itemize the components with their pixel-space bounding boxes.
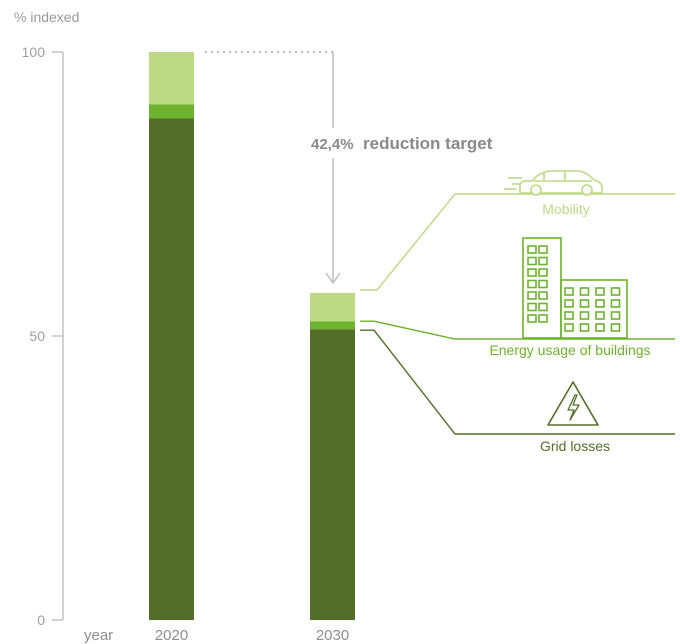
leader-grid-losses [360, 329, 675, 435]
bar-2020-energy-usage-of-buildings [149, 104, 194, 119]
y-tick-label: 0 [37, 612, 45, 628]
window [538, 256, 548, 266]
window [564, 311, 574, 320]
window [527, 245, 537, 254]
window [564, 299, 574, 308]
y-ticks: 0 50 100 [22, 44, 63, 628]
x-labels: 2020 2030 [155, 627, 349, 644]
window [564, 287, 574, 296]
window [538, 268, 548, 277]
bars [149, 52, 355, 621]
leader-mobility [360, 193, 675, 291]
bar-2020-mobility [149, 52, 194, 105]
window [564, 323, 574, 332]
window [527, 256, 537, 266]
x-tick-label: 2030 [316, 627, 349, 644]
high-voltage-icon [547, 381, 599, 426]
window [579, 287, 590, 296]
window [527, 314, 537, 323]
window [527, 302, 537, 312]
window [538, 291, 548, 300]
window [538, 245, 548, 254]
window [579, 311, 590, 320]
bar-2020-grid-losses [149, 118, 194, 621]
buildings-icon [522, 237, 628, 339]
y-tick-label: 100 [22, 44, 46, 60]
x-tick-label: 2020 [155, 627, 188, 644]
bar-2030-grid-losses [310, 329, 355, 620]
window [538, 279, 548, 289]
leader-buildings [360, 320, 675, 340]
window [610, 311, 621, 320]
window [527, 268, 537, 277]
window [595, 287, 605, 296]
y-axis-title: % indexed [14, 9, 79, 25]
window [595, 299, 605, 308]
window [579, 323, 590, 332]
legend-leader-lines [360, 193, 675, 435]
legend-label-mobility: Mobility [542, 201, 589, 217]
reduction-target-text: reduction target [363, 134, 493, 153]
legend-label-buildings: Energy usage of buildings [489, 342, 650, 358]
window [610, 287, 621, 296]
reduction-target-value: 42,4% [311, 136, 354, 153]
y-tick-label: 50 [29, 328, 45, 344]
window [595, 323, 605, 332]
arrow-head [325, 272, 341, 285]
window [538, 314, 548, 323]
car-icon [504, 170, 603, 196]
window [610, 323, 621, 332]
window [595, 311, 605, 320]
x-axis-title: year [84, 627, 113, 644]
window [527, 291, 537, 300]
reduction-target-label: 42,4% reduction target [311, 134, 493, 153]
window [610, 299, 621, 308]
bar-2030-mobility [310, 292, 355, 322]
window [538, 302, 548, 312]
window [527, 279, 537, 289]
window [579, 299, 590, 308]
bar-2030-energy-usage-of-buildings [310, 321, 355, 330]
legend-label-grid-losses: Grid losses [540, 438, 610, 454]
